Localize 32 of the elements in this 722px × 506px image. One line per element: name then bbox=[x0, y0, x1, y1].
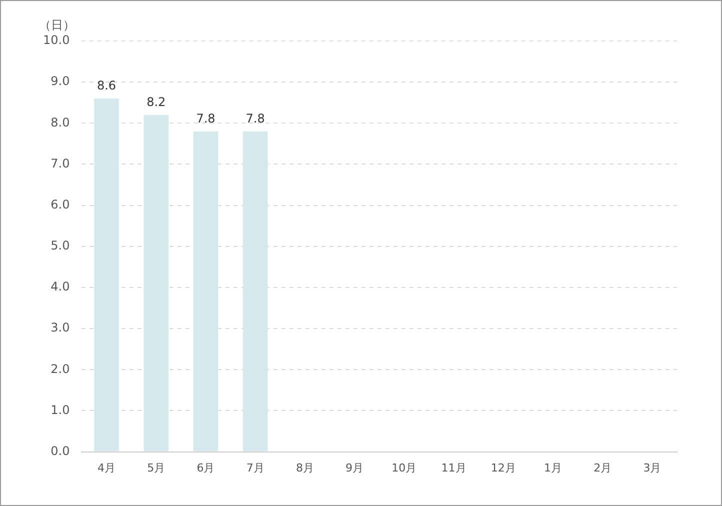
data-label: 8.6 bbox=[96, 78, 116, 93]
x-tick-label: 9月 bbox=[346, 461, 364, 474]
y-tick-label: 4.0 bbox=[50, 280, 70, 294]
data-label: 7.8 bbox=[246, 112, 265, 126]
x-tick-label: 2月 bbox=[594, 461, 612, 474]
x-tick-label: 6月 bbox=[196, 461, 215, 474]
x-tick-label: 12月 bbox=[490, 461, 516, 474]
bar bbox=[242, 131, 268, 452]
x-tick-label: 11月 bbox=[441, 461, 466, 474]
y-tick-label: 9.0 bbox=[50, 74, 70, 88]
x-tick-label: 5月 bbox=[147, 461, 166, 474]
y-tick-label: 0.0 bbox=[50, 444, 70, 458]
data-label: 8.2 bbox=[146, 95, 166, 110]
x-tick-label: 4月 bbox=[98, 461, 116, 474]
y-tick-label: 2.0 bbox=[50, 362, 70, 376]
y-tick-label: 8.0 bbox=[50, 115, 70, 130]
y-tick-label: 5.0 bbox=[50, 238, 70, 253]
bar bbox=[94, 98, 119, 452]
x-tick-label: 3月 bbox=[643, 461, 662, 474]
y-axis-title: （日） bbox=[39, 17, 75, 34]
bar bbox=[144, 114, 169, 452]
data-label: 7.8 bbox=[196, 112, 216, 126]
x-tick-label: 1月 bbox=[544, 461, 562, 474]
x-tick-label: 8月 bbox=[296, 461, 314, 474]
x-tick-label: 7月 bbox=[246, 461, 264, 474]
y-tick-label: 3.0 bbox=[50, 320, 70, 335]
bar bbox=[193, 131, 218, 452]
y-tick-label: 1.0 bbox=[50, 402, 70, 417]
y-tick-label: 10.0 bbox=[43, 33, 70, 48]
x-tick-label: 10月 bbox=[392, 461, 417, 474]
y-tick-label: 6.0 bbox=[50, 197, 70, 212]
y-tick-label: 7.0 bbox=[50, 156, 70, 170]
